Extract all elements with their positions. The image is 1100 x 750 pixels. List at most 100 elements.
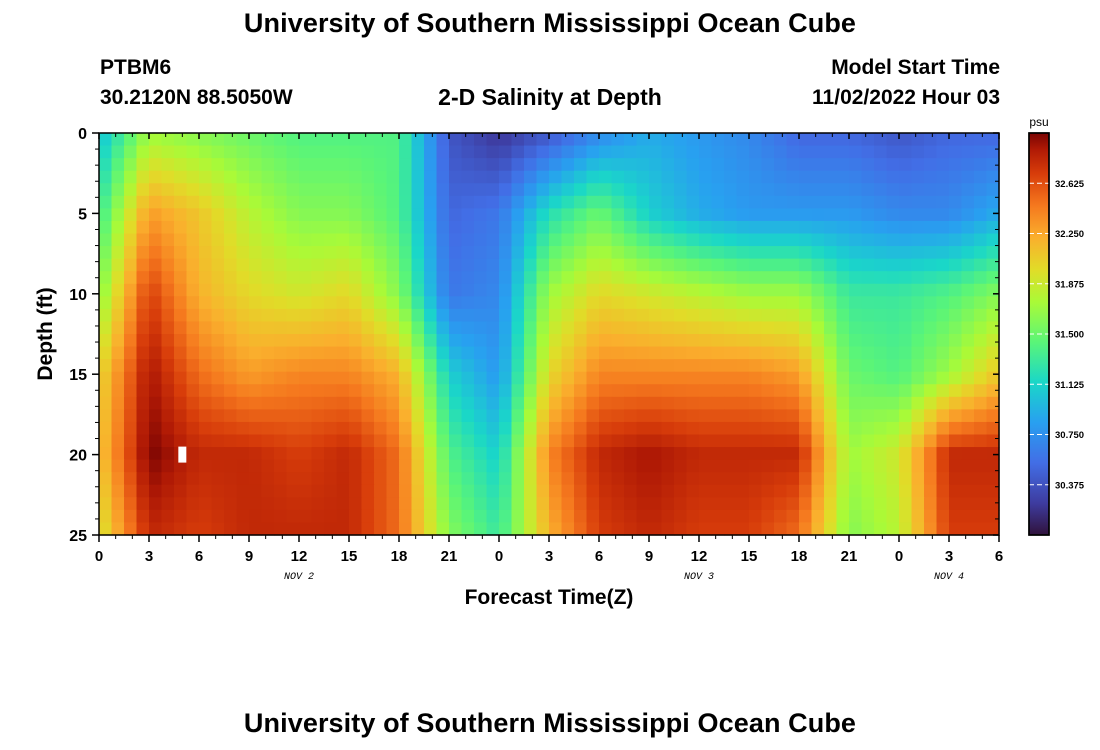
heatmap-cell (924, 170, 938, 184)
heatmap-cell (574, 522, 588, 536)
heatmap-cell (536, 321, 550, 335)
heatmap-cell (774, 334, 788, 348)
heatmap-cell (774, 522, 788, 536)
heatmap-cell (699, 271, 713, 285)
heatmap-cell (986, 296, 1000, 310)
heatmap-cell (174, 145, 188, 159)
heatmap-cell (586, 396, 600, 410)
heatmap-cell (736, 170, 750, 184)
heatmap-cell (736, 183, 750, 197)
heatmap-cell (474, 447, 488, 461)
heatmap-cell (399, 384, 413, 398)
heatmap-cell (274, 208, 288, 222)
heatmap-cell (449, 233, 463, 247)
heatmap-cell (886, 522, 900, 536)
heatmap-cell (374, 509, 388, 524)
heatmap-cell (611, 522, 625, 536)
heatmap-cell (536, 346, 550, 360)
heatmap-cell (761, 208, 775, 222)
heatmap-cell (386, 484, 400, 498)
heatmap-cell (386, 509, 400, 524)
heatmap-cell (524, 208, 538, 222)
heatmap-cell (324, 283, 338, 297)
heatmap-cell (311, 158, 325, 172)
heatmap-cell (949, 522, 963, 536)
heatmap-cell (536, 421, 550, 436)
heatmap-cell (424, 409, 438, 423)
heatmap-cell (136, 170, 150, 184)
heatmap-cell (199, 321, 213, 335)
heatmap-cell (861, 346, 875, 360)
heatmap-cell (349, 484, 363, 498)
heatmap-cell (774, 308, 788, 323)
heatmap-cell (924, 183, 938, 197)
heatmap-cell (699, 308, 713, 323)
heatmap-cell (611, 434, 625, 448)
heatmap-cell (299, 308, 313, 323)
heatmap-cell (686, 484, 700, 498)
heatmap-cell (936, 484, 950, 498)
heatmap-cell (949, 296, 963, 310)
heatmap-cell (799, 509, 813, 524)
heatmap-cell (186, 133, 200, 147)
heatmap-cell (961, 308, 975, 323)
heatmap-cell (811, 321, 825, 335)
heatmap-cell (349, 145, 363, 159)
heatmap-cell (249, 509, 263, 524)
heatmap-cell (274, 233, 288, 247)
heatmap-cell (249, 421, 263, 436)
heatmap-cell (986, 509, 1000, 524)
heatmap-cell (574, 283, 588, 297)
heatmap-cell (974, 271, 988, 285)
heatmap-cell (886, 233, 900, 247)
heatmap-cell (224, 246, 238, 260)
heatmap-cell (224, 170, 238, 184)
heatmap-cell (536, 409, 550, 423)
heatmap-cell (674, 133, 688, 147)
heatmap-cell (911, 283, 925, 297)
heatmap-cell (186, 459, 200, 473)
heatmap-cell (774, 170, 788, 184)
heatmap-cell (111, 195, 125, 209)
heatmap-cell (324, 484, 338, 498)
heatmap-cell (499, 434, 513, 448)
heatmap-cell (336, 421, 350, 436)
heatmap-cell (524, 472, 538, 486)
x-tick-label: 15 (341, 548, 358, 565)
heatmap-cell (861, 509, 875, 524)
heatmap-cell (736, 158, 750, 172)
heatmap-cell (261, 409, 275, 423)
heatmap-cell (249, 246, 263, 260)
heatmap-cell (324, 421, 338, 436)
heatmap-cell (811, 396, 825, 410)
heatmap-cell (186, 271, 200, 285)
heatmap-cell (711, 472, 725, 486)
heatmap-cell (586, 447, 600, 461)
heatmap-cell (536, 497, 550, 511)
heatmap-cell (186, 195, 200, 209)
heatmap-cell (699, 183, 713, 197)
heatmap-cell (99, 409, 113, 423)
heatmap-cell (224, 145, 238, 159)
heatmap-cell (736, 346, 750, 360)
heatmap-cell (199, 145, 213, 159)
heatmap-cell (486, 346, 500, 360)
heatmap-cell (474, 434, 488, 448)
heatmap-cell (324, 509, 338, 524)
heatmap-cell (524, 271, 538, 285)
heatmap-cell (886, 158, 900, 172)
heatmap-cell (111, 308, 125, 323)
heatmap-cell (974, 145, 988, 159)
heatmap-cell (899, 522, 913, 536)
heatmap-cell (699, 321, 713, 335)
heatmap-cell (199, 220, 213, 235)
heatmap-cell (511, 409, 525, 423)
heatmap-cell (236, 283, 250, 297)
heatmap-cell (349, 497, 363, 511)
heatmap-cell (499, 334, 513, 348)
heatmap-cell (924, 447, 938, 461)
heatmap-cell (624, 271, 638, 285)
heatmap-cell (286, 170, 300, 184)
heatmap-cell (399, 484, 413, 498)
heatmap-cell (949, 133, 963, 147)
